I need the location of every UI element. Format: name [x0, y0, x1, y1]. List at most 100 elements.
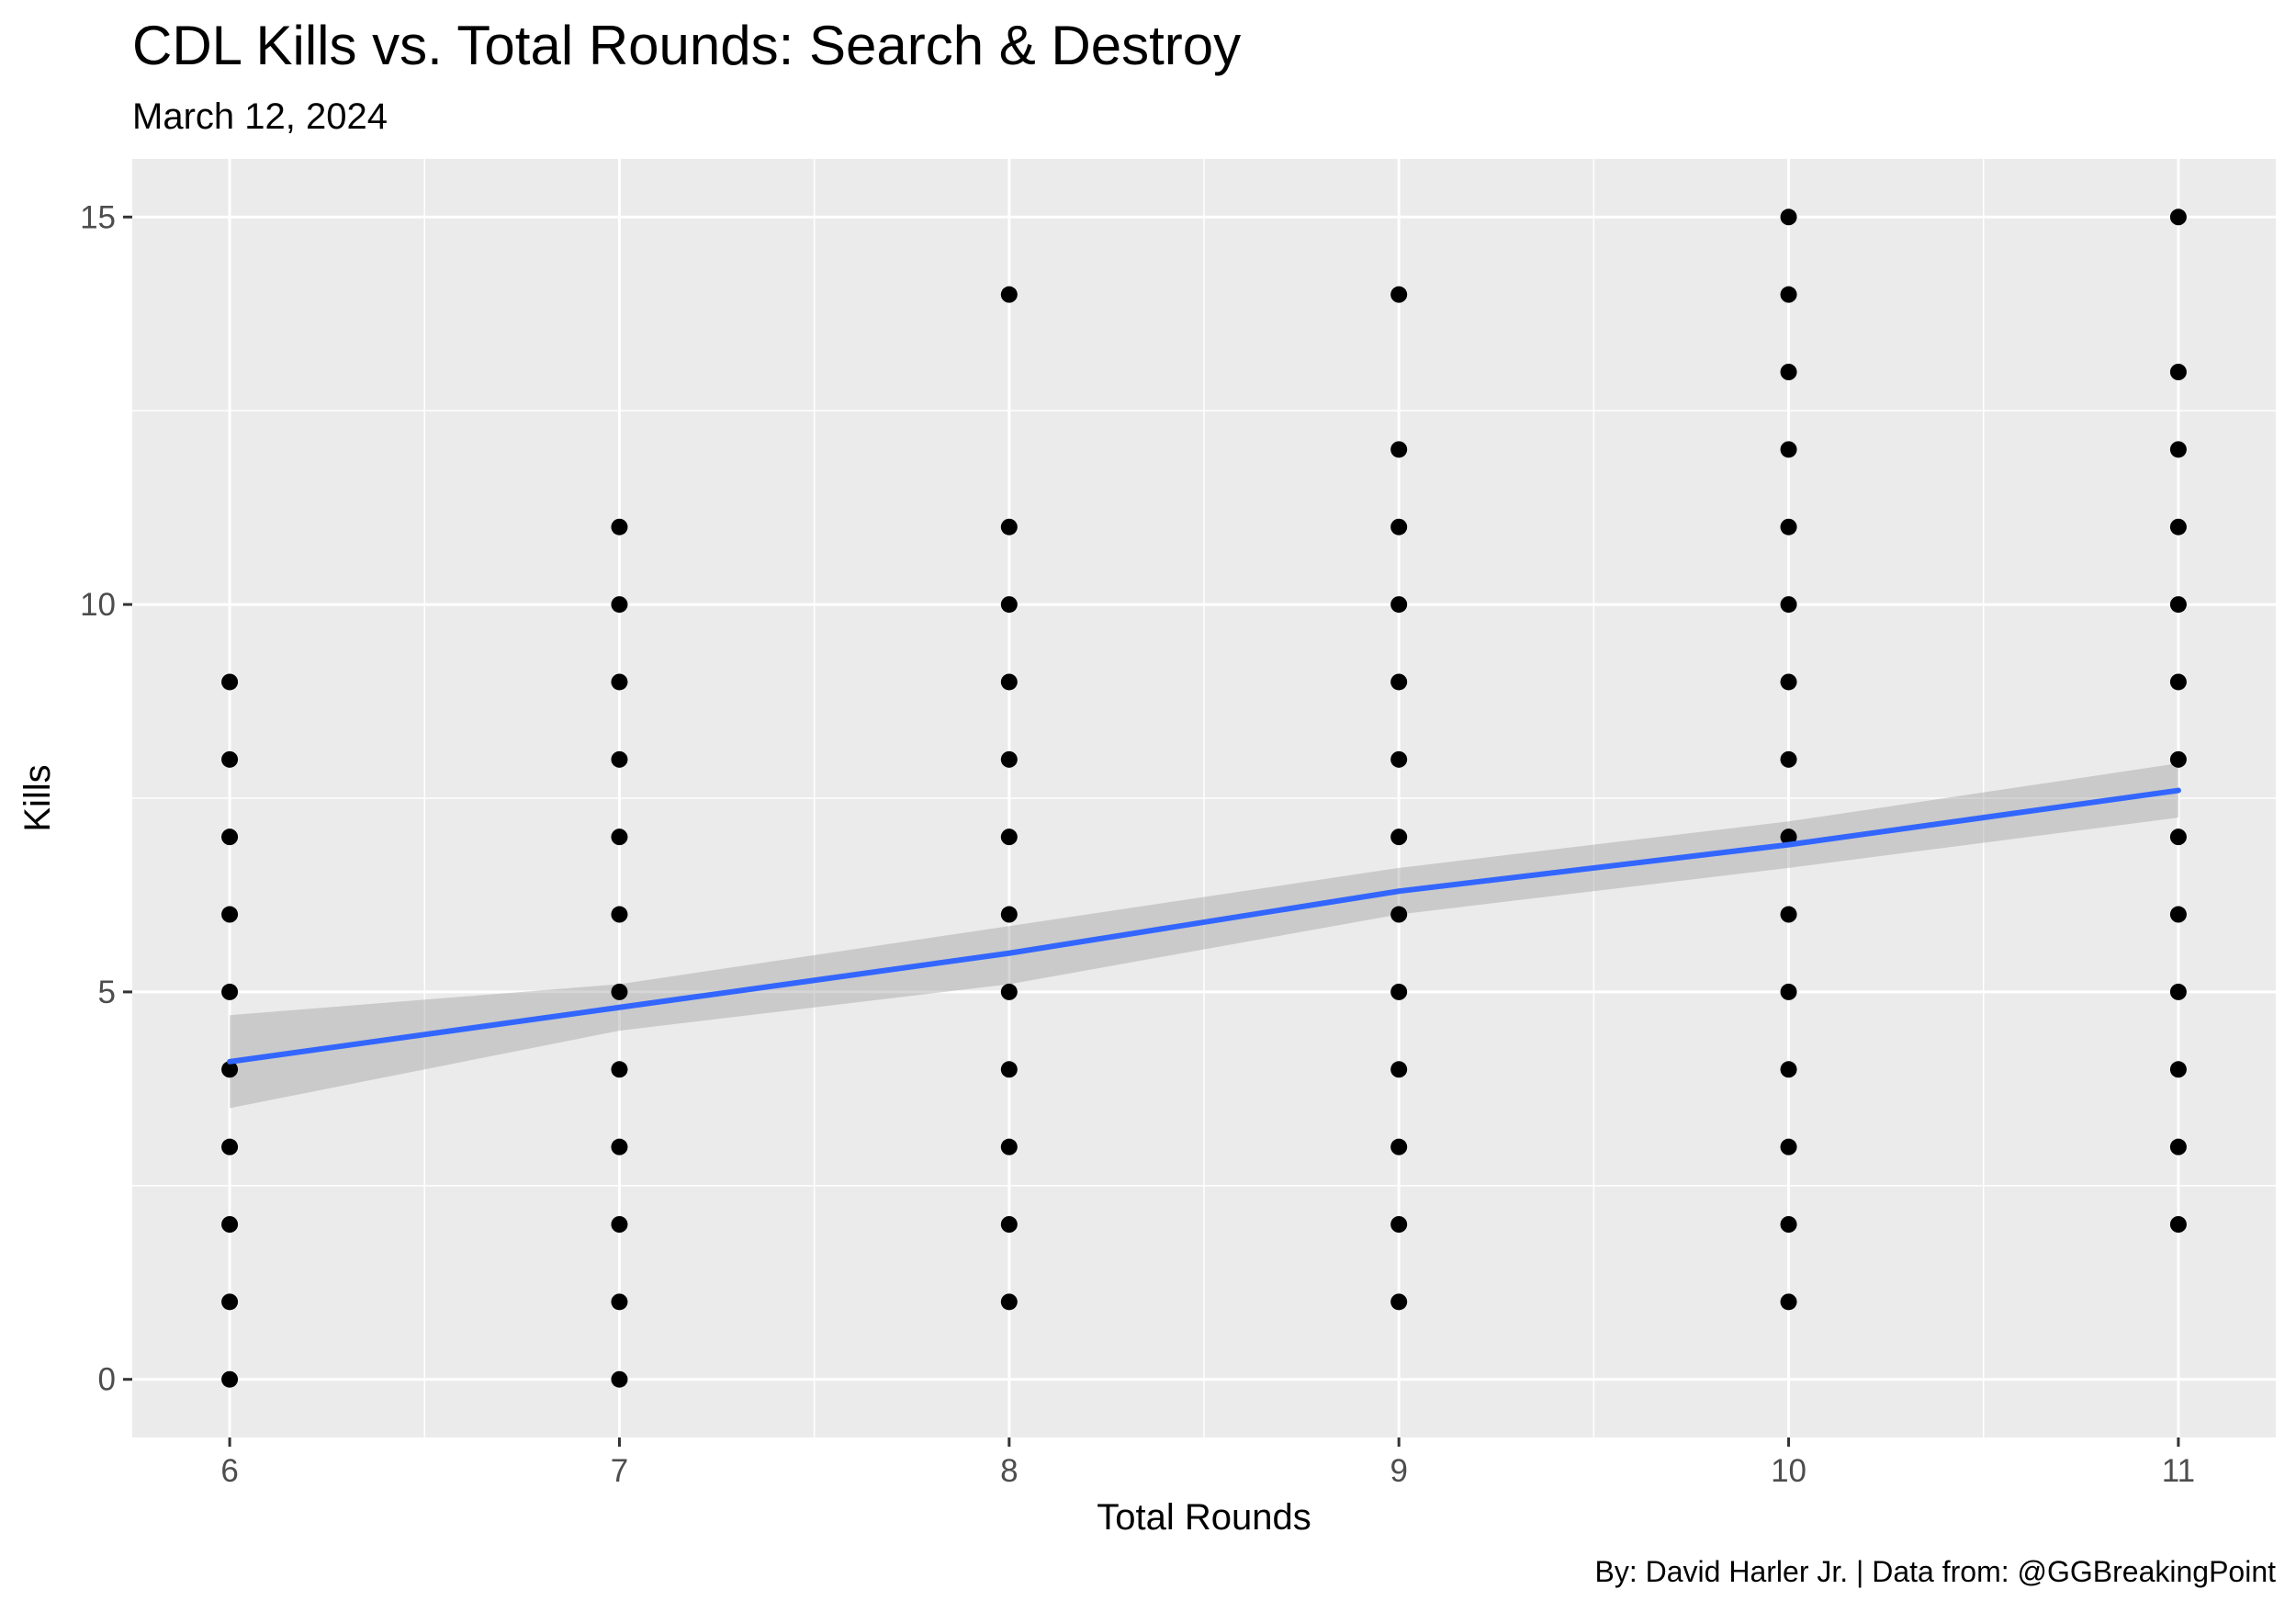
- x-tick-label: 11: [2162, 1453, 2195, 1489]
- data-point: [1780, 1138, 1797, 1155]
- minor-gridlines: [132, 159, 2276, 1437]
- data-point: [1000, 829, 1018, 846]
- data-point: [221, 673, 239, 691]
- y-tick-labels: 0 5 10 15: [80, 199, 116, 1397]
- data-point: [1390, 750, 1408, 768]
- y-tick-label: 0: [98, 1362, 116, 1398]
- y-axis-title: Kills: [17, 764, 58, 831]
- data-point: [1000, 1216, 1018, 1233]
- data-point: [221, 1370, 239, 1388]
- data-point: [611, 596, 628, 614]
- data-point: [1000, 286, 1018, 303]
- data-point: [1000, 750, 1018, 768]
- data-point: [1390, 286, 1408, 303]
- data-point: [2169, 518, 2187, 535]
- data-point: [1780, 441, 1797, 458]
- data-point: [1000, 1293, 1018, 1311]
- data-point: [221, 1138, 239, 1155]
- data-point: [2169, 1061, 2187, 1078]
- data-point: [1390, 983, 1408, 1000]
- data-point: [1390, 1138, 1408, 1155]
- data-point: [2169, 596, 2187, 614]
- data-point: [1780, 1293, 1797, 1311]
- data-point: [1000, 518, 1018, 535]
- data-point: [2169, 983, 2187, 1000]
- axis-ticks: [123, 215, 2180, 1447]
- data-point: [2169, 829, 2187, 846]
- data-point: [1390, 829, 1408, 846]
- data-point: [1780, 596, 1797, 614]
- x-axis-title: Total Rounds: [1097, 1497, 1311, 1538]
- data-point: [1780, 983, 1797, 1000]
- data-point: [1000, 906, 1018, 923]
- chart-subtitle: March 12, 2024: [132, 96, 388, 137]
- data-point: [1000, 1061, 1018, 1078]
- x-tick-label: 9: [1390, 1453, 1407, 1489]
- x-tick-label: 10: [1771, 1453, 1806, 1489]
- data-point: [1000, 673, 1018, 691]
- data-points: [221, 209, 2187, 1388]
- data-point: [1390, 906, 1408, 923]
- x-tick-label: 8: [1000, 1453, 1018, 1489]
- data-point: [221, 906, 239, 923]
- data-point: [611, 1370, 628, 1388]
- data-point: [1780, 906, 1797, 923]
- data-point: [1780, 209, 1797, 226]
- data-point: [2169, 750, 2187, 768]
- y-tick-label: 10: [80, 587, 116, 623]
- data-point: [221, 1216, 239, 1233]
- data-point: [2169, 906, 2187, 923]
- data-point: [221, 983, 239, 1000]
- x-tick-labels: 6 7 8 9 10 11: [220, 1453, 2195, 1489]
- data-point: [1780, 750, 1797, 768]
- trend-line-layer: [227, 787, 2181, 1065]
- data-point: [1780, 1216, 1797, 1233]
- data-point: [1780, 829, 1797, 846]
- confidence-band: [230, 763, 2178, 1109]
- x-tick-label: 6: [220, 1453, 238, 1489]
- data-point: [611, 1138, 628, 1155]
- data-point: [1780, 364, 1797, 380]
- data-point: [221, 1293, 239, 1311]
- data-point: [1780, 518, 1797, 535]
- y-tick-label: 5: [98, 975, 116, 1010]
- data-point: [1780, 286, 1797, 303]
- chart-caption: By: David Harler Jr. | Data from: @GGBre…: [1595, 1555, 2277, 1588]
- data-point: [221, 750, 239, 768]
- data-point: [611, 1216, 628, 1233]
- data-point: [1390, 1293, 1408, 1311]
- data-point: [2169, 1216, 2187, 1233]
- data-point: [611, 1061, 628, 1078]
- data-point: [221, 1061, 239, 1078]
- data-point: [1390, 441, 1408, 458]
- data-point: [1780, 1061, 1797, 1078]
- chart-title: CDL Kills vs. Total Rounds: Search & Des…: [132, 15, 1241, 76]
- data-point: [1000, 983, 1018, 1000]
- data-point: [221, 829, 239, 846]
- data-point: [2169, 673, 2187, 691]
- data-point: [611, 906, 628, 923]
- data-point: [611, 750, 628, 768]
- data-point: [2169, 209, 2187, 226]
- data-point: [1000, 596, 1018, 614]
- trend-line: [227, 787, 2181, 1065]
- data-point: [1390, 673, 1408, 691]
- data-point: [2169, 364, 2187, 380]
- x-tick-label: 7: [611, 1453, 628, 1489]
- data-point: [611, 1293, 628, 1311]
- data-point: [1390, 596, 1408, 614]
- confidence-band-layer: [230, 763, 2178, 1109]
- data-point: [1390, 518, 1408, 535]
- data-point: [1780, 673, 1797, 691]
- data-point: [611, 829, 628, 846]
- data-point: [2169, 441, 2187, 458]
- data-point: [1000, 1138, 1018, 1155]
- y-tick-label: 15: [80, 199, 116, 235]
- data-point: [611, 673, 628, 691]
- data-point: [1390, 1061, 1408, 1078]
- data-point: [611, 983, 628, 1000]
- data-point: [1390, 1216, 1408, 1233]
- data-point: [2169, 1138, 2187, 1155]
- data-point: [611, 518, 628, 535]
